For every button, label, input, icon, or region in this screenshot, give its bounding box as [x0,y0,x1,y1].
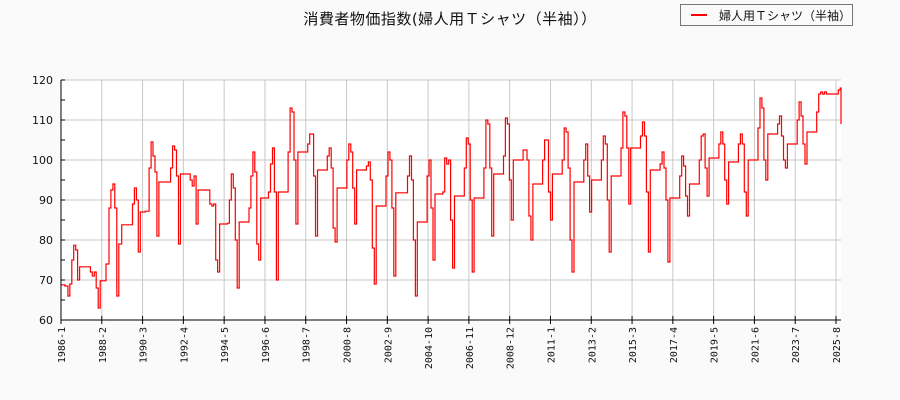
x-tick-label: 2011-1 [546,327,557,363]
x-tick-label: 1996-6 [261,327,272,363]
legend-swatch [691,14,707,16]
x-tick-label: 2023-7 [791,327,802,363]
x-tick-label: 2002-9 [383,327,394,363]
x-tick-label: 2021-6 [750,327,761,363]
x-tick-label: 2017-4 [669,327,680,363]
legend-label: 婦人用Ｔシャツ（半袖） [719,8,852,23]
y-tick-label: 90 [39,194,53,207]
gridlines [61,79,841,320]
x-tick-label: 1988-2 [98,327,109,363]
x-tick-label: 2004-10 [424,327,435,369]
x-tick-label: 1992-4 [179,327,190,363]
y-tick-label: 120 [32,74,53,87]
x-axis-ticks: 1986-1 1988-2 1990-3 1992-4 1994-5 1996-6 1998… [57,316,843,369]
y-tick-label: 110 [32,114,53,127]
data-series-line [61,87,842,309]
y-tick-label: 60 [39,314,53,327]
y-tick-label: 100 [32,154,53,167]
y-tick-label: 80 [39,234,53,247]
y-tick-label: 70 [39,274,53,287]
x-tick-label: 2025-8 [832,327,843,363]
x-tick-label: 2015-3 [628,327,639,363]
x-tick-label: 1990-3 [139,327,150,363]
legend: 婦人用Ｔシャツ（半袖） [680,4,853,26]
x-tick-label: 1998-7 [302,327,313,363]
x-tick-label: 1994-5 [220,327,231,363]
chart-title: 消費者物価指数(婦人用Ｔシャツ（半袖）） [303,10,597,28]
x-tick-label: 2006-11 [465,327,476,369]
x-tick-label: 2008-12 [506,327,517,369]
x-tick-label: 2000-8 [343,327,354,363]
y-axis-ticks: 60 70 80 90 100 110 120 [32,74,65,327]
x-tick-label: 2019-5 [710,327,721,363]
x-tick-label: 2013-2 [587,327,598,363]
x-tick-label: 1986-1 [57,327,68,363]
